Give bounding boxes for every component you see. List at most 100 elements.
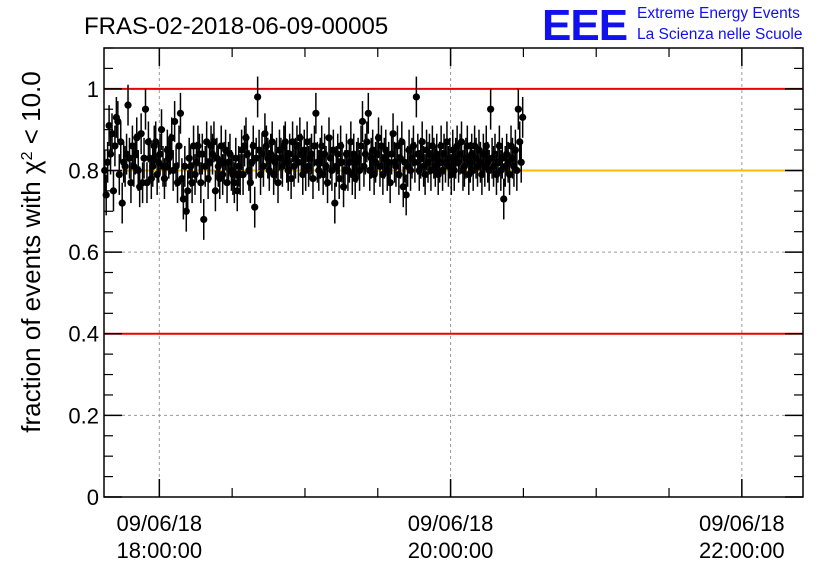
data-point	[482, 142, 490, 150]
x-tick-date-label: 09/06/18	[117, 511, 203, 536]
data-point	[121, 162, 129, 170]
data-point	[185, 154, 193, 162]
data-point	[111, 142, 119, 150]
data-point	[399, 183, 407, 191]
data-point	[106, 150, 115, 158]
data-point	[125, 154, 134, 162]
data-point	[505, 170, 514, 179]
data-point	[281, 138, 289, 146]
data-point	[357, 142, 365, 150]
data-point	[108, 130, 116, 138]
data-point	[495, 142, 503, 150]
data-point	[105, 121, 113, 130]
data-point	[176, 109, 185, 117]
data-point	[294, 158, 303, 166]
data-point	[204, 175, 212, 183]
logo-line-2: La Scienza nelle Scuole	[637, 26, 802, 43]
data-point	[517, 158, 525, 166]
x-tick-time-label: 22:00:00	[699, 538, 785, 563]
data-point	[211, 187, 220, 195]
data-point	[198, 150, 206, 158]
data-point	[389, 130, 397, 138]
data-point	[249, 142, 257, 150]
data-point	[287, 175, 295, 183]
data-point	[358, 117, 367, 126]
y-tick-label: 0.6	[68, 240, 99, 265]
data-point	[318, 142, 326, 150]
data-point	[188, 179, 196, 187]
data-point	[312, 109, 320, 117]
data-point	[457, 138, 466, 146]
x-tick-date-label: 09/06/18	[408, 511, 494, 536]
data-point	[232, 154, 240, 162]
data-point	[147, 175, 155, 183]
data-point	[516, 138, 524, 146]
data-point	[310, 142, 319, 150]
data-point	[274, 179, 282, 187]
data-point	[487, 105, 495, 113]
data-point	[519, 113, 527, 121]
data-point	[303, 138, 311, 146]
data-point	[339, 183, 348, 191]
data-point	[252, 154, 260, 162]
logo-line-1: Extreme Energy Events	[637, 5, 800, 22]
data-point	[437, 142, 445, 150]
data-point	[246, 179, 254, 187]
data-point	[152, 138, 160, 146]
logo-mark: EEE	[542, 1, 627, 50]
data-point	[141, 105, 150, 113]
data-point	[286, 150, 294, 158]
data-point	[321, 150, 329, 158]
data-point	[197, 179, 205, 187]
data-point	[179, 195, 187, 203]
data-point	[230, 179, 238, 187]
data-point	[511, 146, 519, 154]
data-point	[191, 170, 199, 179]
data-point	[409, 142, 418, 150]
data-point	[443, 138, 451, 146]
data-point	[157, 126, 166, 134]
data-point	[223, 179, 231, 187]
data-point	[331, 199, 339, 207]
data-point	[134, 166, 142, 175]
y-axis-title: fraction of events with χ2 < 10.0	[16, 71, 46, 432]
data-point	[338, 158, 346, 166]
data-point	[411, 158, 419, 166]
y-tick-label: 0.4	[68, 322, 99, 347]
y-tick-label: 0.2	[68, 403, 99, 428]
data-point	[374, 134, 383, 142]
data-point	[513, 166, 521, 175]
data-point	[124, 101, 132, 109]
data-point	[361, 150, 369, 158]
data-point	[500, 195, 508, 203]
data-point	[118, 199, 126, 207]
data-point	[334, 150, 342, 158]
data-point	[239, 170, 247, 179]
data-point	[337, 142, 345, 150]
data-point	[115, 170, 123, 179]
data-point	[140, 154, 148, 162]
data-point	[325, 134, 333, 142]
data-point	[398, 138, 406, 146]
data-point	[104, 158, 112, 166]
data-point	[412, 93, 420, 101]
data-point	[210, 138, 218, 146]
data-point	[251, 203, 259, 211]
data-point	[463, 142, 471, 150]
y-tick-label: 0.8	[68, 158, 99, 183]
data-point	[323, 179, 332, 187]
data-point	[450, 166, 458, 175]
data-point	[243, 150, 252, 158]
data-point	[109, 187, 118, 195]
y-tick-label: 0	[87, 485, 99, 510]
data-point	[144, 138, 153, 146]
data-point	[307, 150, 316, 158]
data-point	[309, 175, 317, 183]
data-point	[402, 191, 410, 199]
data-point	[386, 179, 394, 187]
data-point	[194, 142, 202, 150]
data-point	[262, 142, 270, 150]
data-series	[101, 76, 527, 240]
data-point	[233, 187, 241, 195]
data-point	[514, 105, 522, 113]
